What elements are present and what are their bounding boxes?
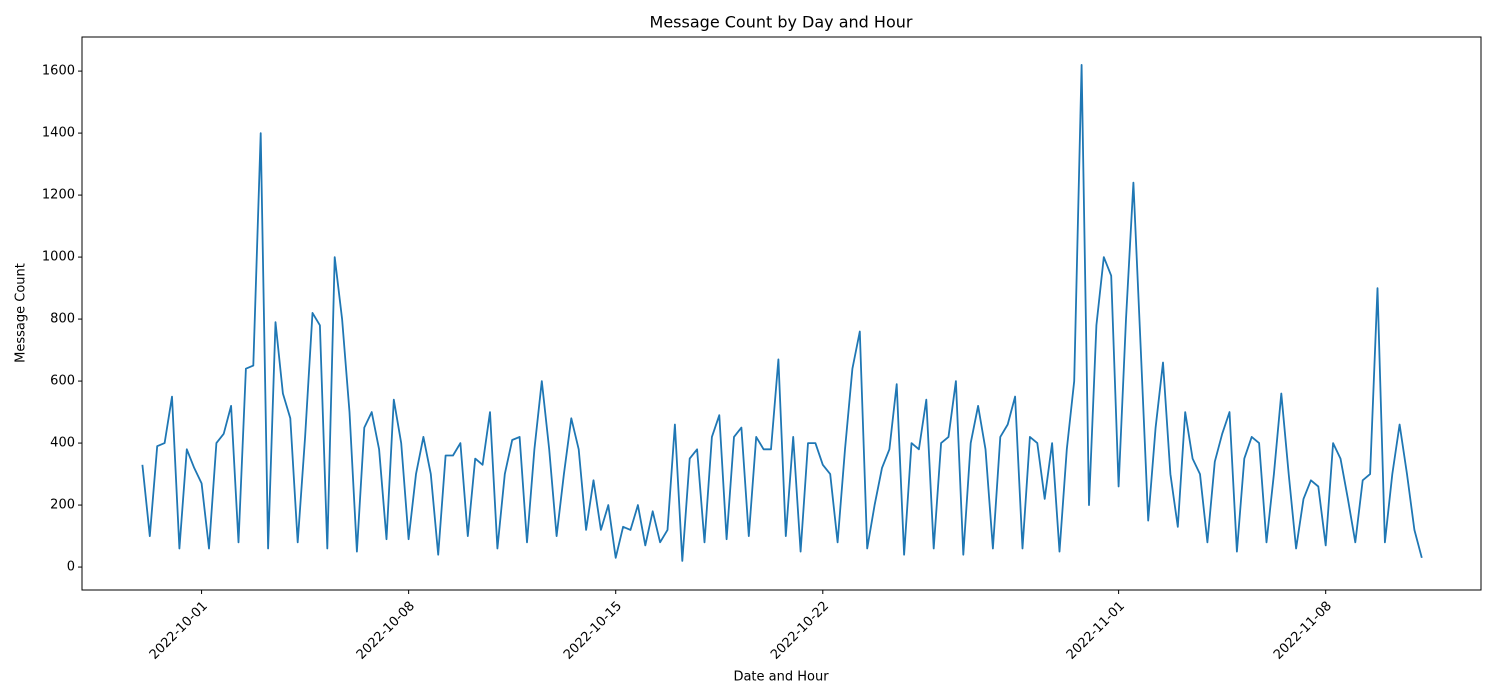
x-tick-label: 2022-10-08	[354, 599, 418, 663]
plot-frame	[81, 36, 1482, 591]
y-axis-label: Message Count	[14, 263, 29, 363]
x-tick-label: 2022-10-22	[768, 599, 832, 663]
y-tick-label: 0	[67, 560, 75, 575]
x-tick-label: 2022-10-01	[147, 599, 211, 663]
chart-title: Message Count by Day and Hour	[650, 13, 913, 32]
y-tick-label: 400	[50, 436, 75, 451]
x-tick-label: 2022-11-01	[1064, 599, 1128, 663]
data-line	[141, 64, 1423, 562]
y-tick-label: 1400	[42, 126, 75, 141]
x-tick-label: 2022-11-08	[1271, 599, 1335, 663]
x-axis-label: Date and Hour	[733, 670, 829, 685]
y-tick-label: 600	[50, 374, 75, 389]
x-tick-label: 2022-10-15	[561, 599, 625, 663]
y-tick-label: 1000	[42, 250, 75, 265]
y-tick-label: 800	[50, 312, 75, 327]
y-tick-label: 200	[50, 498, 75, 513]
y-tick-label: 1200	[42, 188, 75, 203]
y-tick-label: 1600	[42, 64, 75, 79]
